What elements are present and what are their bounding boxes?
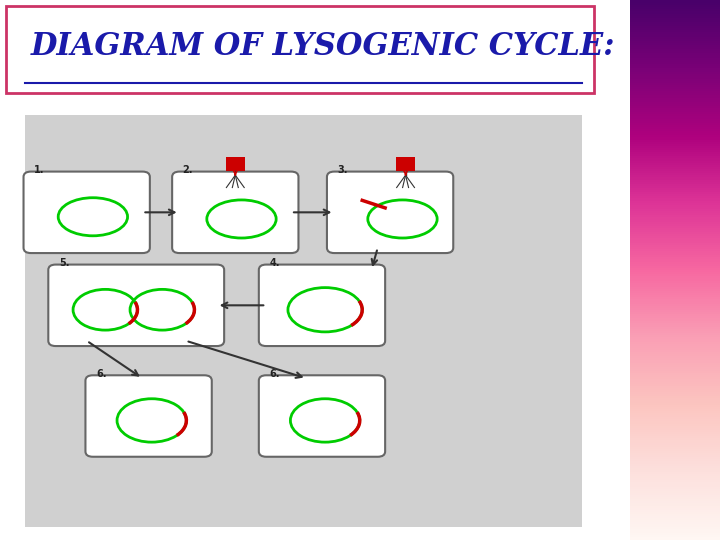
Text: 1.: 1. (34, 165, 45, 176)
Text: 4.: 4. (269, 258, 280, 268)
Text: 3.: 3. (338, 165, 348, 176)
FancyBboxPatch shape (396, 157, 415, 171)
FancyBboxPatch shape (226, 157, 245, 171)
Text: 6.: 6. (96, 369, 107, 379)
Text: 5.: 5. (59, 258, 69, 268)
Text: 2.: 2. (183, 165, 193, 176)
FancyBboxPatch shape (6, 6, 595, 93)
FancyBboxPatch shape (24, 115, 582, 526)
Text: 6.: 6. (269, 369, 280, 379)
FancyBboxPatch shape (24, 172, 150, 253)
FancyBboxPatch shape (48, 265, 224, 346)
FancyBboxPatch shape (327, 172, 454, 253)
FancyBboxPatch shape (258, 265, 385, 346)
FancyBboxPatch shape (172, 172, 299, 253)
Text: DIAGRAM OF LYSOGENIC CYCLE:: DIAGRAM OF LYSOGENIC CYCLE: (31, 31, 616, 62)
FancyBboxPatch shape (86, 375, 212, 457)
FancyBboxPatch shape (258, 375, 385, 457)
